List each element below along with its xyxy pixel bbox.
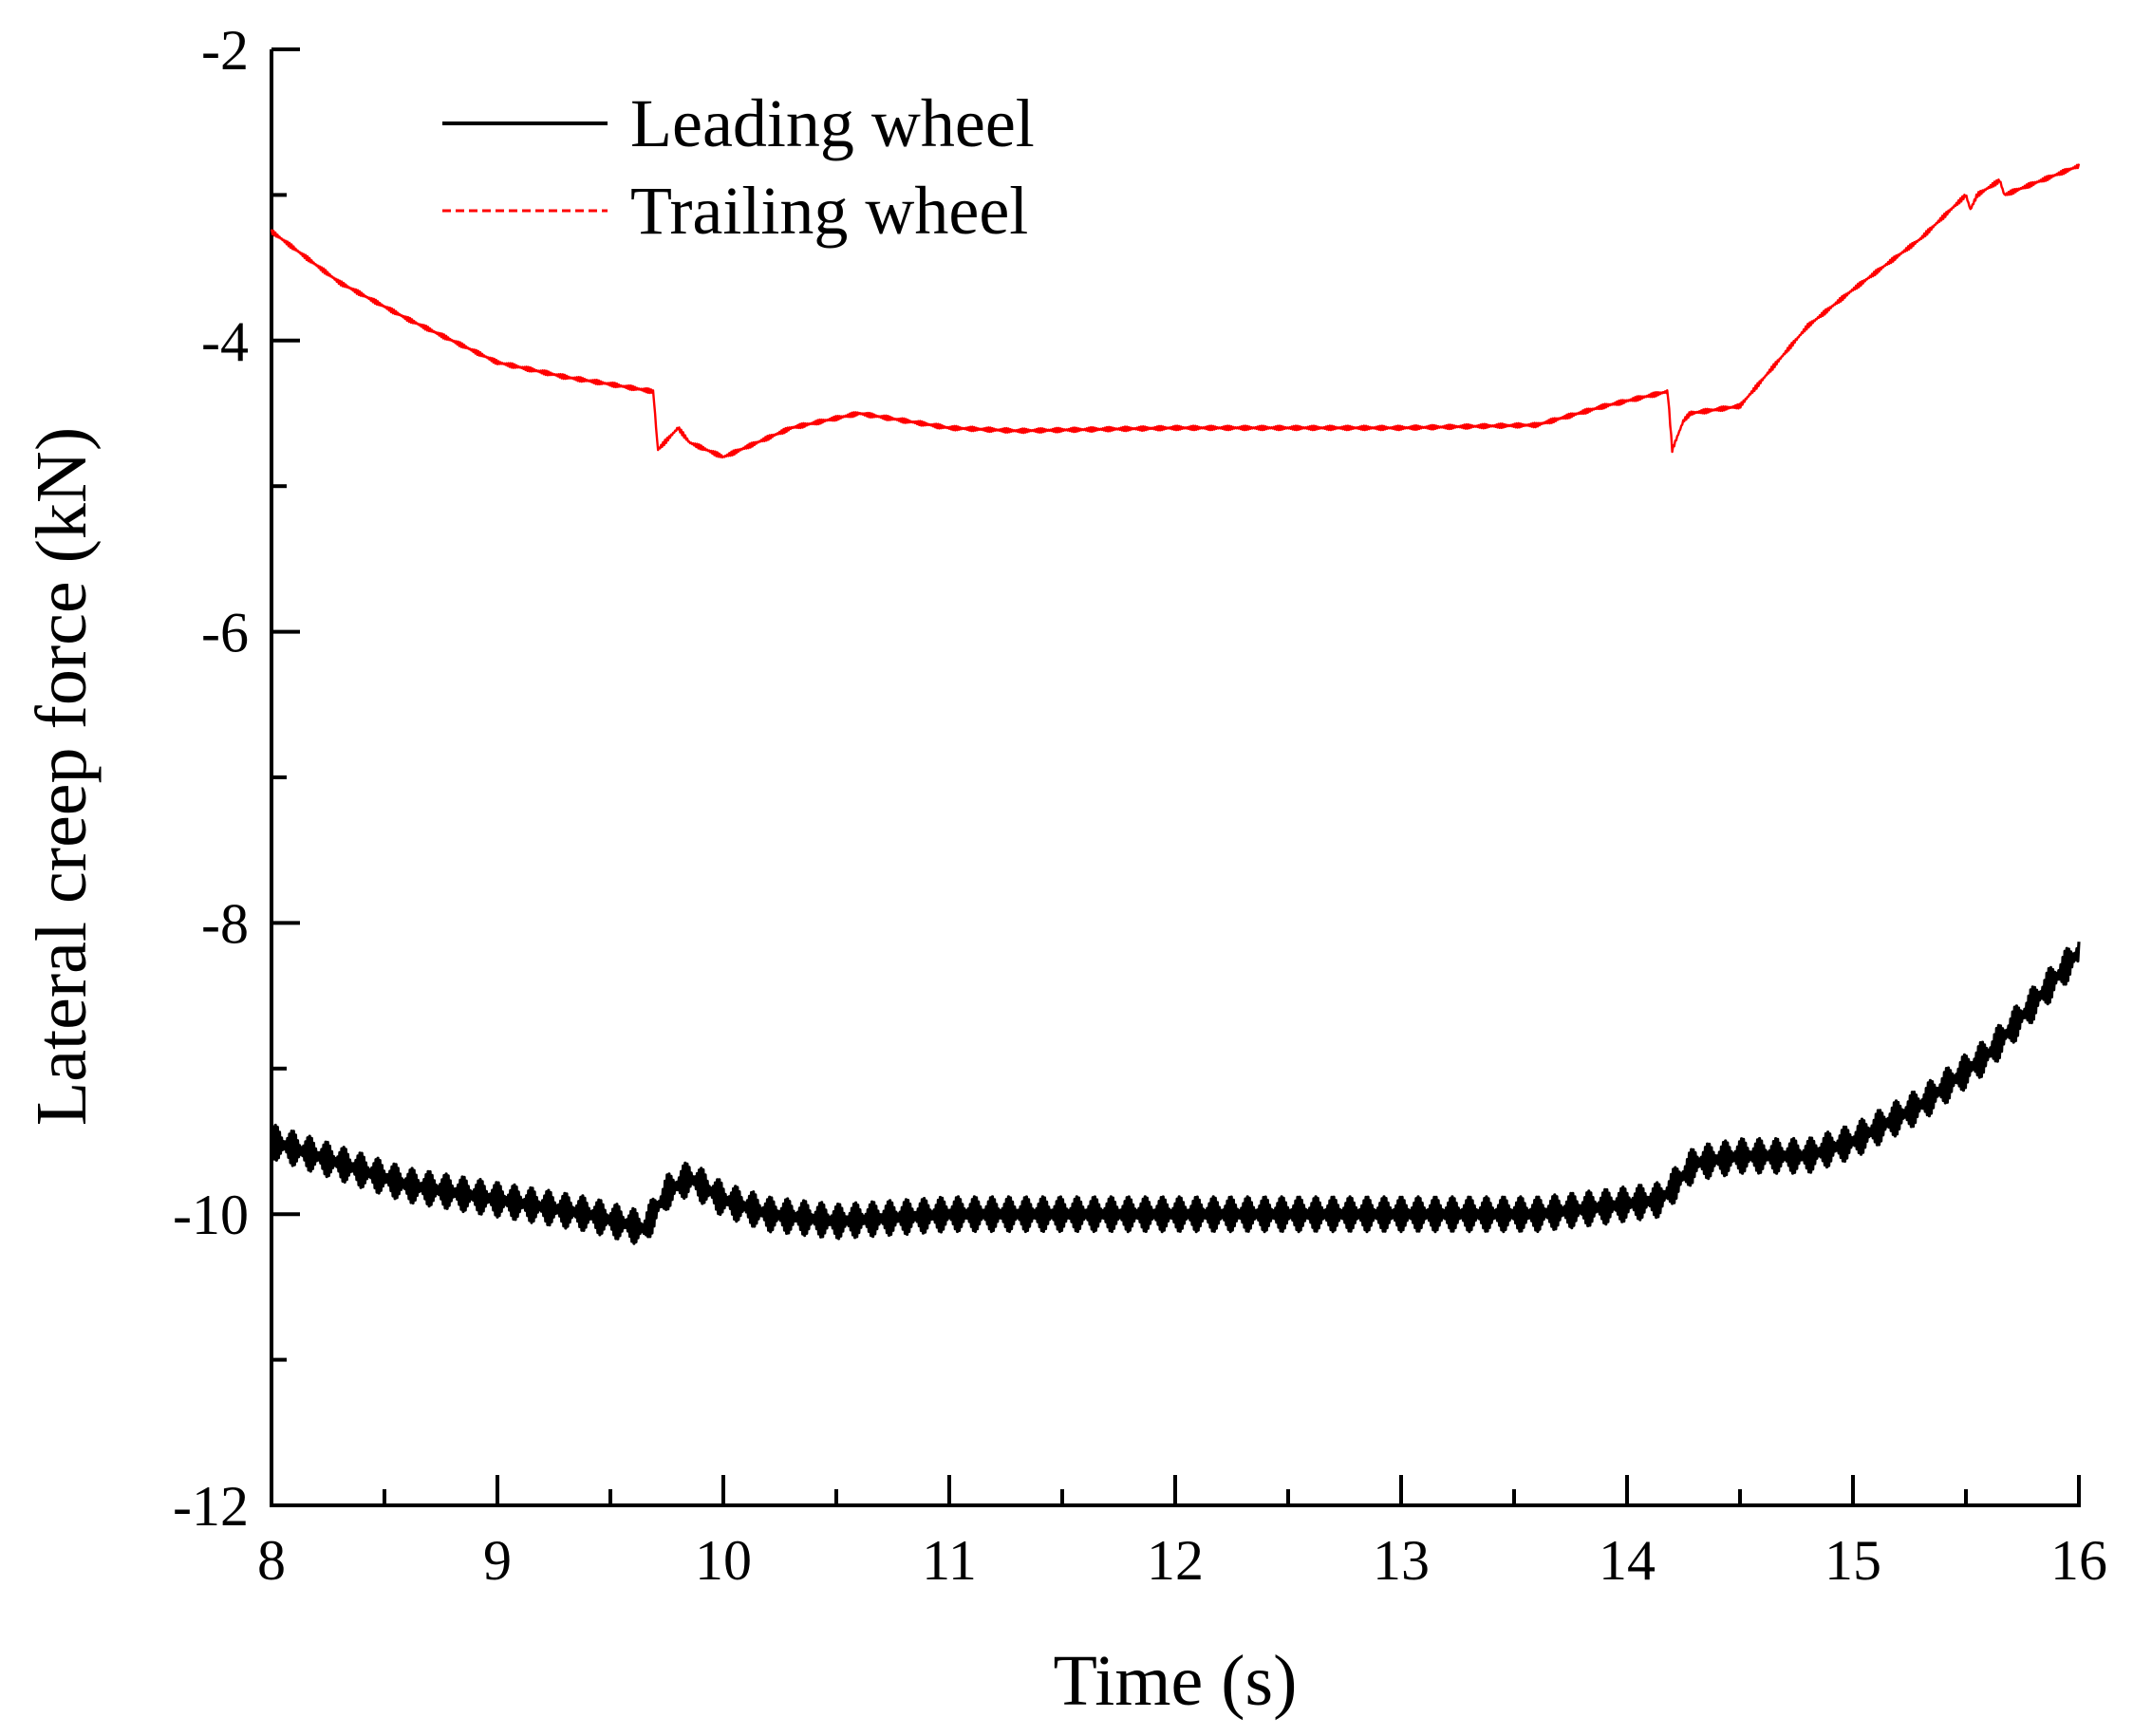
x-tick-label: 10 [695, 1529, 752, 1592]
y-tick-label: -4 [201, 310, 249, 373]
x-ticks: 8 9 10 11 12 13 14 15 16 [257, 1475, 2107, 1592]
legend-label-leading-wheel: Leading wheel [630, 85, 1035, 161]
x-tick-label: 15 [1824, 1529, 1881, 1592]
x-axis-title: Time (s) [1054, 1641, 1298, 1721]
legend-label-trailing-wheel: Trailing wheel [630, 173, 1028, 249]
x-tick-label: 14 [1599, 1529, 1656, 1592]
series-layer [270, 163, 2081, 1245]
y-tick-label: -2 [201, 19, 249, 82]
x-tick-label: 16 [2050, 1529, 2107, 1592]
x-tick-label: 13 [1373, 1529, 1430, 1592]
x-tick-label: 12 [1147, 1529, 1204, 1592]
y-ticks: -12 -10 -8 -6 -4 -2 [173, 19, 300, 1538]
y-tick-label: -12 [173, 1475, 249, 1538]
x-tick-label: 9 [483, 1529, 512, 1592]
y-tick-label: -6 [201, 602, 249, 664]
legend: Leading wheel Trailing wheel [442, 85, 1035, 249]
series-line-leading-wheel [270, 942, 2081, 1245]
series-line-trailing-wheel [270, 163, 2081, 459]
y-tick-label: -8 [201, 892, 249, 955]
plot-area: 8 9 10 11 12 13 14 15 16 -12 -10 -8 -6 -4 -2 [173, 19, 2107, 1592]
x-tick-label: 8 [257, 1529, 286, 1592]
y-axis-title: Lateral creep force (kN) [22, 427, 102, 1126]
y-tick-label: -10 [173, 1184, 249, 1246]
x-tick-label: 11 [922, 1529, 977, 1592]
